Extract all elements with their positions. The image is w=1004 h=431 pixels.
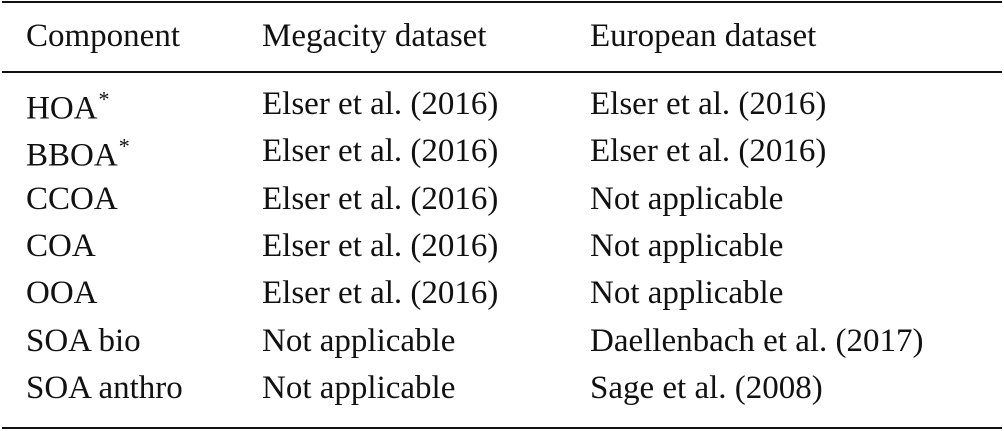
cell-text: BBOA <box>26 137 118 174</box>
table-cell: Not applicable <box>590 180 784 217</box>
header-cell: Component <box>26 18 180 54</box>
table-cell: Sage et al. (2008) <box>590 369 823 406</box>
top-rule <box>2 1 1002 3</box>
table-cell: BBOA* <box>26 127 130 176</box>
table-cell: SOA bio <box>26 322 141 359</box>
table-cell: Not applicable <box>262 369 456 406</box>
table-cell: COA <box>26 227 96 264</box>
table-cell: Elser et al. (2016) <box>590 86 827 122</box>
table-cell: CCOA <box>26 180 118 217</box>
cell-text: HOA <box>26 90 98 127</box>
footnote-marker: * <box>118 133 130 159</box>
table-cell: SOA anthro <box>26 369 183 406</box>
table-cell: Elser et al. (2016) <box>262 86 499 122</box>
footnote-marker: * <box>98 86 110 112</box>
table-cell: OOA <box>26 275 98 312</box>
table-cell: HOA* <box>26 80 110 129</box>
header-cell: European dataset <box>590 18 817 54</box>
table-cell: Not applicable <box>262 322 456 359</box>
table-cell: Elser et al. (2016) <box>262 227 499 264</box>
table-cell: Daellenbach et al. (2017) <box>590 322 924 359</box>
table-cell: Elser et al. (2016) <box>262 180 499 217</box>
table-cell: Elser et al. (2016) <box>262 133 499 170</box>
bottom-rule <box>2 427 1002 429</box>
table-cell: Not applicable <box>590 227 784 264</box>
table-cell: Elser et al. (2016) <box>590 133 827 170</box>
table-cell: Not applicable <box>590 275 784 312</box>
header-cell: Megacity dataset <box>262 18 487 54</box>
table-cell: Elser et al. (2016) <box>262 275 499 312</box>
header-rule <box>2 71 1002 73</box>
